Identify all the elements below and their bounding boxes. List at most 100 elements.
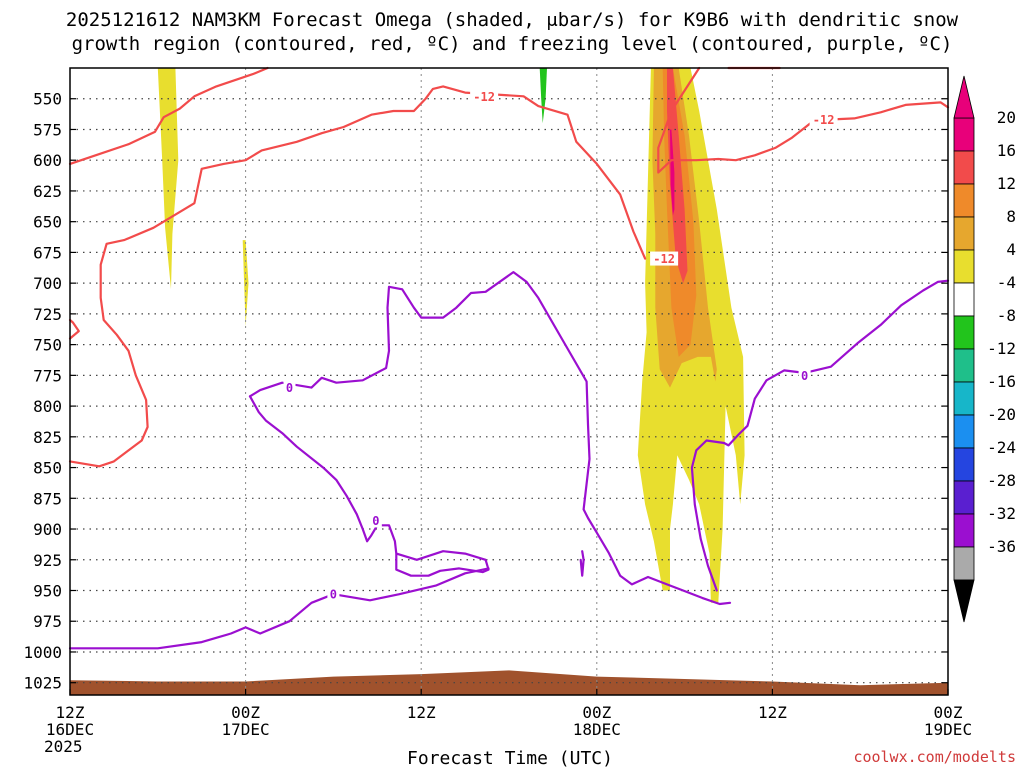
contour-label-bg-freezing-0-spur (369, 513, 382, 528)
y-tick-label-925: 925 (33, 551, 62, 570)
x-tick-label-60-line2: 19DEC (924, 720, 972, 739)
colorbar-bin--28-to--24 (953, 480, 975, 515)
contour-label-dgz-12-loop: -12 (653, 252, 675, 266)
chart-title-line-1: 2025121612 NAM3KM Forecast Omega (shaded… (66, 9, 959, 31)
grid-layer (70, 68, 948, 695)
y-tick-label-700: 700 (33, 274, 62, 293)
colorbar-top-arrow (953, 75, 975, 119)
contour-label-bg-freezing-0-bottom (327, 587, 340, 602)
x-tick-label-48-line1: 12Z (758, 703, 787, 722)
colorbar-label--4: -4 (997, 273, 1016, 292)
dgz-contour-dgz-12-main (68, 66, 269, 165)
colorbar-label--24: -24 (987, 438, 1016, 457)
freezing-contour-freezing-0-inner (690, 439, 726, 592)
x-tick-label-36-line1: 00Z (582, 703, 611, 722)
freezing-contour-freezing-0-east (722, 279, 950, 447)
colorbar-bin--16-to--12 (953, 381, 975, 416)
contour-label-freezing-0-spur: 0 (372, 514, 379, 528)
credit-text: coolwx.com/modelts (853, 748, 1016, 766)
y-tick-label-775: 775 (33, 366, 62, 385)
colorbar: 20 16 12 8 4 -4 -8 -12 -16 -20 -24 -28 -32 -36 (953, 75, 1016, 623)
colorbar-bin--12-to--8 (953, 348, 975, 383)
x-tick-label-12-line2: 17DEC (222, 720, 270, 739)
colorbar-bottom-arrow (953, 579, 975, 623)
y-tick-label-750: 750 (33, 336, 62, 355)
contour-label-layer: -12 -12 -12 0 0 0 0 (283, 89, 838, 602)
freezing-contour-freezing-0-loop (248, 271, 732, 606)
x-tick-label-0-line2: 16DEC (46, 720, 94, 739)
y-tick-label-850: 850 (33, 459, 62, 478)
colorbar-bin--36-to--32 (953, 546, 975, 581)
y-tick-label-875: 875 (33, 489, 62, 508)
contour-label-bg-freezing-0-east (798, 368, 811, 383)
y-axis: 550 575 600 625 650 675 700 725 750 775 800 825 850 8… (23, 90, 948, 693)
colorbar-label--12: -12 (987, 339, 1016, 358)
contour-label-bg-dgz-12-east (809, 112, 838, 127)
omega-region-magenta-core (670, 129, 675, 216)
omega-region-red-core (667, 68, 688, 284)
colorbar-label--32: -32 (987, 504, 1016, 523)
colorbar-label-4: 4 (1006, 240, 1016, 259)
colorbar-bin-8-to-12 (953, 216, 975, 251)
y-tick-label-825: 825 (33, 428, 62, 447)
contour-label-freezing-0-loop: 0 (286, 381, 293, 395)
y-tick-label-900: 900 (33, 520, 62, 539)
colorbar-bin--24-to--20 (953, 447, 975, 482)
terrain-fill (70, 670, 948, 695)
colorbar-bin-12-to-16 (953, 183, 975, 218)
y-tick-label-550: 550 (33, 90, 62, 109)
dgz-contour-dgz-12-east (657, 66, 950, 174)
omega-region-yellow-plume-1 (157, 68, 179, 290)
omega-shading-layer (157, 68, 745, 603)
y-tick-label-625: 625 (33, 182, 62, 201)
y-tick-label-650: 650 (33, 213, 62, 232)
omega-region-green-sliver (539, 68, 547, 124)
y-tick-label-675: 675 (33, 243, 62, 262)
x-tick-label-24-line1: 12Z (407, 703, 436, 722)
y-tick-label-950: 950 (33, 582, 62, 601)
x-axis-title: Forecast Time (UTC) (407, 748, 613, 768)
y-tick-label-725: 725 (33, 305, 62, 324)
y-tick-label-600: 600 (33, 151, 62, 170)
contour-label-freezing-0-bottom: 0 (330, 588, 337, 602)
freezing-level-contour-layer (68, 271, 950, 650)
y-tick-label-800: 800 (33, 397, 62, 416)
terrain-layer (70, 670, 948, 695)
freezing-contour-freezing-0-bottom (68, 567, 490, 650)
contour-label-bg-dgz-12-main (470, 89, 499, 104)
colorbar-bin-20-to-24 (953, 117, 975, 152)
colorbar-label-20: 20 (997, 108, 1016, 127)
y-tick-label-575: 575 (33, 120, 62, 139)
colorbar-bin-4-to-8 (953, 249, 975, 284)
dgz-contour-dgz-12-low (68, 318, 80, 340)
contour-label-dgz-12-main: -12 (473, 90, 495, 104)
x-tick-label-12-line1: 00Z (231, 703, 260, 722)
colorbar-bin--20-to--16 (953, 414, 975, 449)
colorbar-label--20: -20 (987, 405, 1016, 424)
colorbar-label-12: 12 (997, 174, 1016, 193)
dgz-contour-dgz-12-loop (68, 85, 647, 468)
y-tick-label-975: 975 (33, 612, 62, 631)
x-tick-label-0-line3: 2025 (44, 737, 83, 756)
x-tick-label-0-line1: 12Z (56, 703, 85, 722)
x-tick-label-60-line1: 00Z (934, 703, 963, 722)
colorbar-label--8: -8 (997, 306, 1016, 325)
y-tick-label-1000: 1000 (23, 643, 62, 662)
colorbar-label-8: 8 (1006, 207, 1016, 226)
contour-label-dgz-12-east: -12 (813, 113, 835, 127)
freezing-contour-freezing-0-spur (248, 395, 490, 577)
colorbar-bin-16-to-20 (953, 150, 975, 185)
contour-label-bg-dgz-12-loop (650, 251, 679, 266)
freezing-contour-freezing-0-dot (579, 550, 585, 577)
plot-frame (69, 67, 949, 696)
colorbar-label-16: 16 (997, 141, 1016, 160)
dgz-contour-layer (68, 66, 950, 468)
chart-title-line-2: growth region (contoured, red, ºC) and f… (72, 33, 953, 55)
x-tick-label-36-line2: 18DEC (573, 720, 621, 739)
colorbar-bin--32-to--28 (953, 513, 975, 548)
colorbar-label--16: -16 (987, 372, 1016, 391)
colorbar-bin--4-to-4 (953, 282, 975, 317)
colorbar-label--36: -36 (987, 537, 1016, 556)
